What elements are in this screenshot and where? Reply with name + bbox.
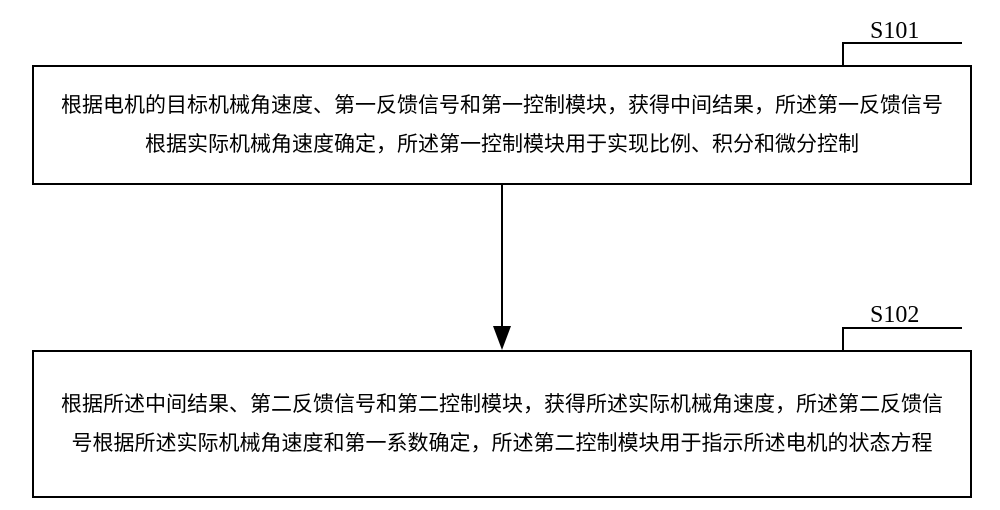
arrow-head-icon [493,326,511,350]
step-label-bracket-S102 [842,327,962,350]
step-text-S101: 根据电机的目标机械角速度、第一反馈信号和第一控制模块，获得中间结果，所述第一反馈… [54,86,950,164]
step-box-S102: 根据所述中间结果、第二反馈信号和第二控制模块，获得所述实际机械角速度，所述第二反… [32,350,972,498]
step-label-bracket-S101 [842,42,962,65]
step-text-S102: 根据所述中间结果、第二反馈信号和第二控制模块，获得所述实际机械角速度，所述第二反… [54,385,950,463]
step-box-S101: 根据电机的目标机械角速度、第一反馈信号和第一控制模块，获得中间结果，所述第一反馈… [32,65,972,185]
flowchart-canvas: S101 根据电机的目标机械角速度、第一反馈信号和第一控制模块，获得中间结果，所述… [0,0,1000,510]
arrow-line [501,185,503,326]
step-label-S101: S101 [870,18,919,45]
step-label-S102: S102 [870,302,919,329]
